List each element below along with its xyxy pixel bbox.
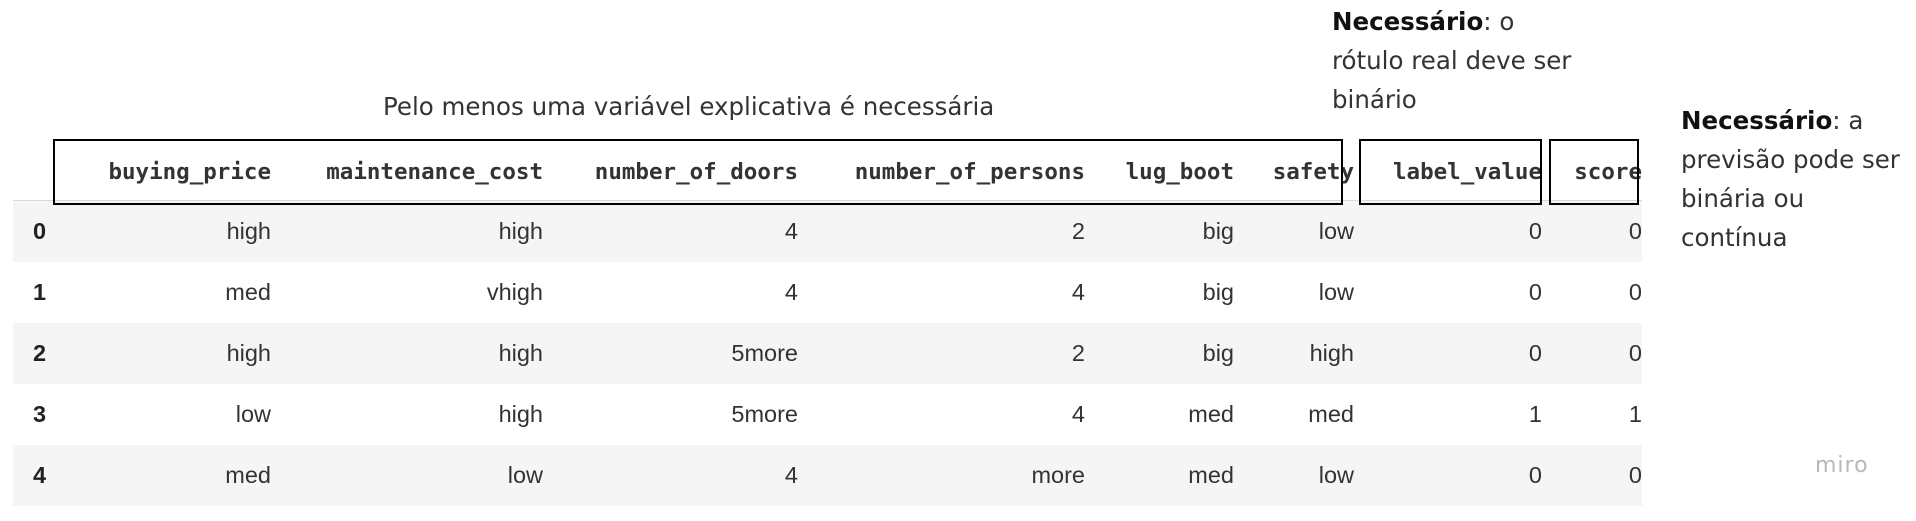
table-cell: med [1308, 400, 1354, 427]
features-highlight-box [53, 139, 1343, 205]
table-cell: 4 [784, 217, 798, 244]
column-header-buying-price: buying_price [108, 159, 271, 185]
table-cell: 0 [1528, 461, 1542, 488]
dataframe-table: buying_price maintenance_cost number_of_… [13, 144, 1642, 506]
table-cell: med [1188, 461, 1234, 488]
table-cell: 0 [1528, 339, 1542, 366]
column-header-maintenance-cost: maintenance_cost [326, 159, 543, 185]
table-cell: 4 [1071, 278, 1085, 305]
table-cell: med [225, 278, 271, 305]
table-row: 0 high high 4 2 big low 0 0 [13, 200, 1642, 262]
row-index: 4 [33, 461, 47, 488]
header-row: buying_price maintenance_cost number_of_… [13, 144, 1642, 201]
table-cell: 1 [1628, 400, 1642, 427]
table-cell: low [1318, 217, 1354, 244]
table-cell: more [1031, 461, 1085, 488]
table-cell: high [1309, 339, 1354, 366]
table-cell: big [1202, 339, 1234, 366]
table-cell: 5more [731, 339, 798, 366]
table-cell: 4 [784, 278, 798, 305]
table-cell: high [498, 400, 543, 427]
table-cell: high [498, 217, 543, 244]
score-note-bold: Necessário [1681, 106, 1833, 135]
column-header-safety: safety [1272, 159, 1354, 185]
row-index: 1 [33, 278, 47, 305]
label-note-text: : o rótulo real deve ser binário [1332, 7, 1572, 114]
table-cell: 2 [1071, 217, 1085, 244]
label-value-highlight-box [1359, 139, 1542, 205]
table-cell: 2 [1071, 339, 1085, 366]
features-required-note: Pelo menos uma variável explicativa é ne… [383, 92, 995, 121]
table-cell: 0 [1528, 217, 1542, 244]
column-header-lug-boot: lug_boot [1125, 159, 1234, 185]
score-note-text: : a previsão pode ser binária ou contínu… [1681, 106, 1900, 252]
table-cell: 5more [731, 400, 798, 427]
column-header-number-of-doors: number_of_doors [594, 159, 798, 185]
column-header-number-of-persons: number_of_persons [854, 159, 1085, 185]
table-row: 3 low high 5more 4 med med 1 1 [13, 384, 1642, 445]
miro-watermark: miro [1815, 453, 1869, 478]
table-cell: 1 [1528, 400, 1542, 427]
table-cell: med [225, 461, 271, 488]
table-cell: vhigh [486, 278, 543, 305]
table-cell: low [235, 400, 271, 427]
column-header-label-value: label_value [1392, 159, 1542, 185]
table-cell: big [1202, 278, 1234, 305]
table-cell: high [226, 217, 271, 244]
table-cell: 4 [784, 461, 798, 488]
table-cell: 0 [1628, 461, 1642, 488]
table-cell: high [498, 339, 543, 366]
row-index: 0 [33, 217, 47, 244]
label-required-note: Necessário: o rótulo real deve ser binár… [1332, 2, 1572, 119]
row-index: 2 [33, 339, 47, 366]
table-cell: low [1318, 278, 1354, 305]
table-cell: big [1202, 217, 1234, 244]
table-cell: 0 [1628, 339, 1642, 366]
table-row: 2 high high 5more 2 big high 0 0 [13, 322, 1642, 384]
table-row: 1 med vhigh 4 4 big low 0 0 [13, 262, 1642, 323]
table-cell: low [507, 461, 543, 488]
score-highlight-box [1549, 139, 1639, 205]
column-header-score: score [1574, 159, 1642, 185]
table-cell: 0 [1628, 217, 1642, 244]
table-cell: med [1188, 400, 1234, 427]
table-cell: 0 [1628, 278, 1642, 305]
table-row: 4 med low 4 more med low 0 0 [13, 444, 1642, 506]
table-cell: 0 [1528, 278, 1542, 305]
label-note-bold: Necessário [1332, 7, 1484, 36]
table-cell: low [1318, 461, 1354, 488]
table-cell: 4 [1071, 400, 1085, 427]
score-required-note: Necessário: a previsão pode ser binária … [1681, 101, 1916, 257]
row-index: 3 [33, 400, 47, 427]
table-cell: high [226, 339, 271, 366]
